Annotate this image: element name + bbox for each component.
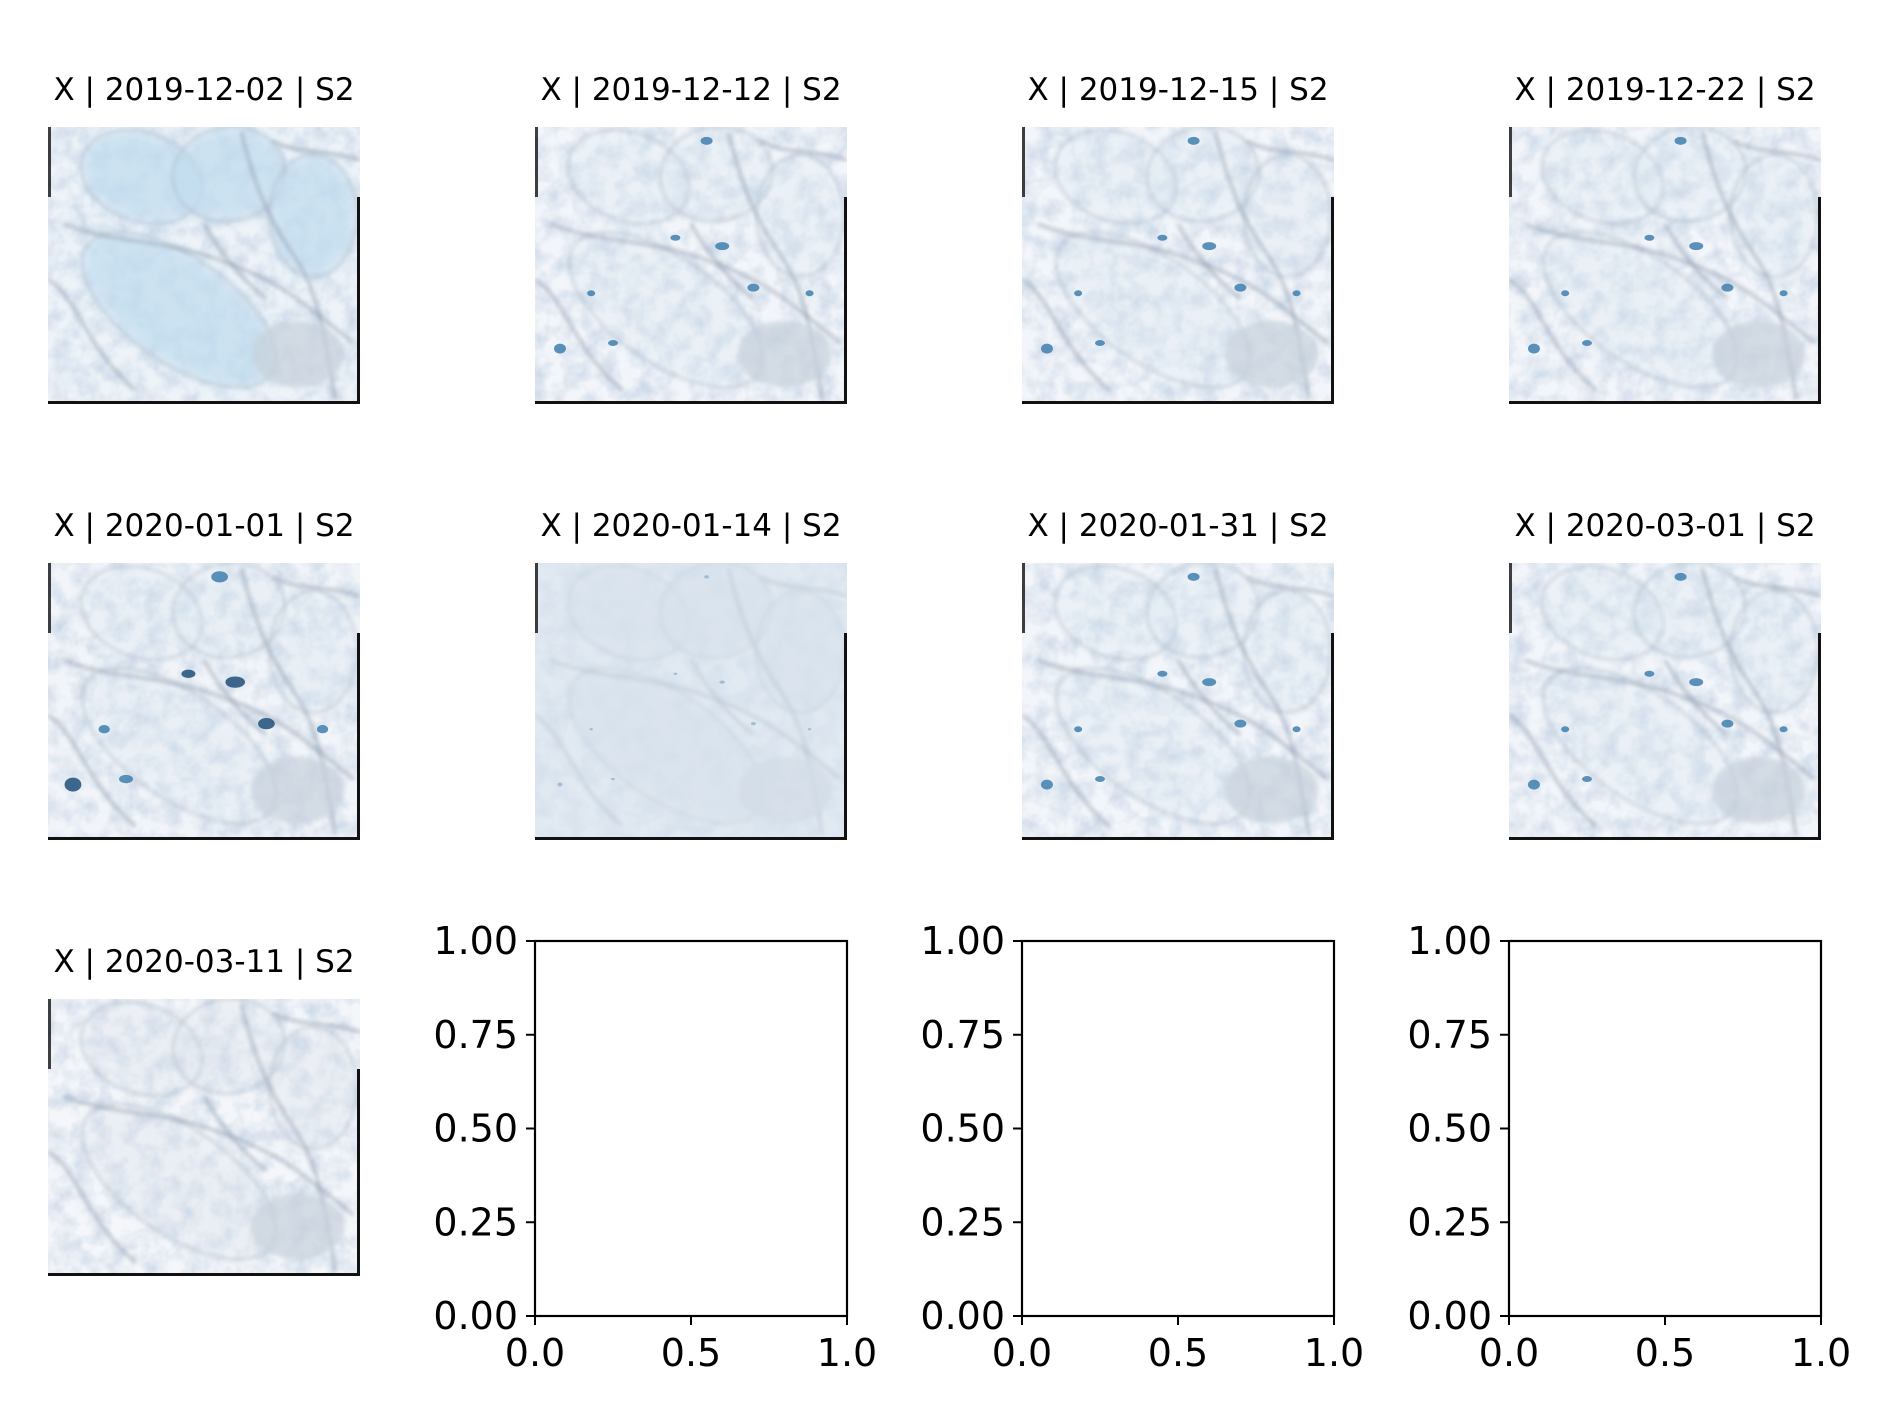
x-tick-label: 1.0 bbox=[1304, 1331, 1364, 1375]
y-tick-label: 0.00 bbox=[433, 1294, 518, 1338]
x-tick-label: 0.0 bbox=[1479, 1331, 1539, 1375]
panel-title: X | 2020-01-14 | S2 bbox=[540, 508, 841, 544]
panel-title: X | 2020-01-01 | S2 bbox=[53, 508, 354, 544]
axes-frame bbox=[1507, 939, 1823, 1318]
image-panel: X | 2019-12-22 | S2 bbox=[1509, 72, 1821, 404]
y-tick-label: 0.50 bbox=[433, 1107, 518, 1151]
y-tick-label: 1.00 bbox=[433, 919, 518, 963]
y-tick-label: 0.75 bbox=[433, 1013, 518, 1057]
image-panel: X | 2020-03-01 | S2 bbox=[1509, 508, 1821, 840]
y-tick-label: 1.00 bbox=[920, 919, 1005, 963]
y-tick-label: 0.00 bbox=[1407, 1294, 1492, 1338]
image-panel: X | 2019-12-12 | S2 bbox=[535, 72, 847, 404]
image-panel: X | 2020-01-14 | S2 bbox=[535, 508, 847, 840]
image-panel: X | 2019-12-15 | S2 bbox=[1022, 72, 1334, 404]
panel-title: X | 2019-12-15 | S2 bbox=[1027, 72, 1328, 108]
x-tick-label: 0.5 bbox=[661, 1331, 721, 1375]
x-tick-label: 0.5 bbox=[1635, 1331, 1695, 1375]
panel-title: X | 2020-03-11 | S2 bbox=[53, 944, 354, 980]
panel-title: X | 2019-12-12 | S2 bbox=[540, 72, 841, 108]
x-tick-label: 0.5 bbox=[1148, 1331, 1208, 1375]
y-tick-label: 1.00 bbox=[1407, 919, 1492, 963]
panel-title: X | 2019-12-22 | S2 bbox=[1514, 72, 1815, 108]
empty-axes-panel: 0.0 0.5 1.0 0.00 0.25 0.50 0.75 1.00 bbox=[1407, 919, 1851, 1375]
y-tick-label: 0.75 bbox=[1407, 1013, 1492, 1057]
y-tick-label: 0.50 bbox=[920, 1107, 1005, 1151]
y-tick-label: 0.25 bbox=[433, 1200, 518, 1244]
image-panel: X | 2020-03-11 | S2 bbox=[48, 944, 360, 1276]
x-tick-label: 1.0 bbox=[817, 1331, 877, 1375]
y-tick-label: 0.25 bbox=[1407, 1200, 1492, 1244]
panel-title: X | 2020-03-01 | S2 bbox=[1514, 508, 1815, 544]
x-tick-label: 0.0 bbox=[992, 1331, 1052, 1375]
x-tick-label: 0.0 bbox=[505, 1331, 565, 1375]
image-panel: X | 2019-12-02 | S2 bbox=[48, 72, 360, 404]
x-tick-label: 1.0 bbox=[1791, 1331, 1851, 1375]
panel-title: X | 2019-12-02 | S2 bbox=[53, 72, 354, 108]
panel-title: X | 2020-01-31 | S2 bbox=[1027, 508, 1328, 544]
image-panel: X | 2020-01-31 | S2 bbox=[1022, 508, 1334, 840]
empty-axes-panel: 0.0 0.5 1.0 0.00 0.25 0.50 0.75 1.00 bbox=[920, 919, 1364, 1375]
image-panel: X | 2020-01-01 | S2 bbox=[48, 508, 360, 840]
y-tick-label: 0.75 bbox=[920, 1013, 1005, 1057]
axes-frame bbox=[1020, 939, 1336, 1318]
axes-frame bbox=[533, 939, 849, 1318]
y-tick-label: 0.00 bbox=[920, 1294, 1005, 1338]
y-tick-label: 0.25 bbox=[920, 1200, 1005, 1244]
empty-axes-panel: 0.0 0.5 1.0 0.00 0.25 0.50 0.75 1.00 bbox=[433, 919, 877, 1375]
y-tick-label: 0.50 bbox=[1407, 1107, 1492, 1151]
